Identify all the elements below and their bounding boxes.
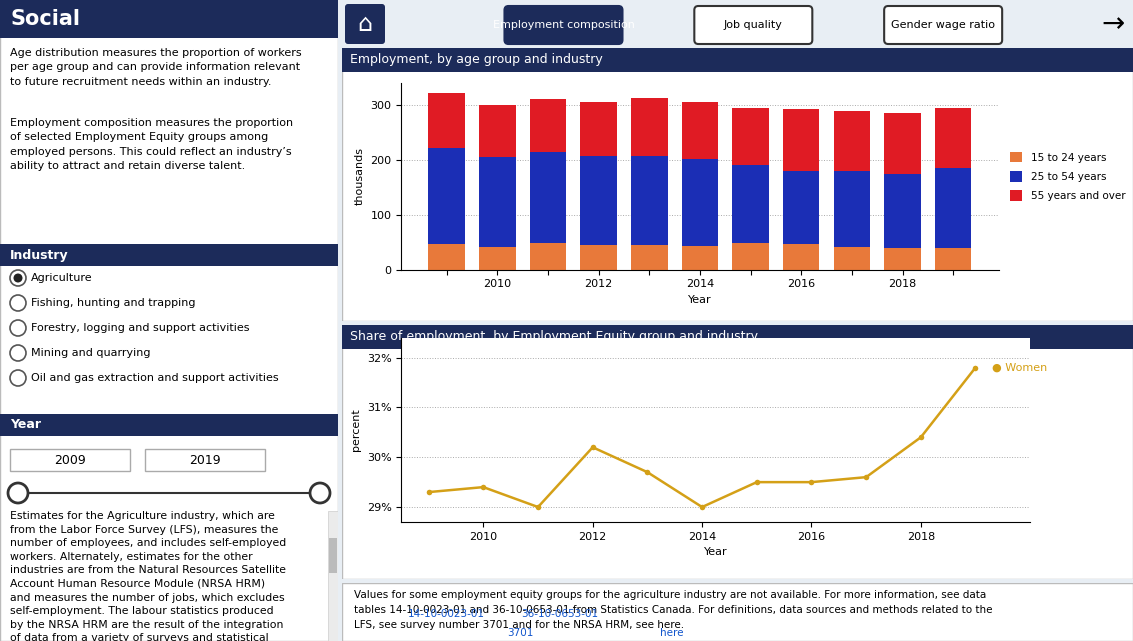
FancyBboxPatch shape [695, 6, 812, 44]
Text: Year: Year [10, 419, 41, 431]
Bar [580, 102, 616, 156]
Bar [732, 165, 769, 244]
Bar [834, 171, 870, 247]
Bar [479, 247, 516, 270]
Text: Values for some employment equity groups for the agriculture industry are not av: Values for some employment equity groups… [353, 590, 993, 629]
Bar [884, 113, 921, 174]
Bar [834, 112, 870, 171]
Text: Job quality: Job quality [724, 20, 783, 30]
Bar [631, 156, 667, 245]
Bar [935, 108, 971, 168]
Text: Share of employment, by Employment Equity group and industry: Share of employment, by Employment Equit… [350, 331, 758, 344]
Bar [479, 157, 516, 247]
Circle shape [10, 295, 26, 311]
Text: Industry: Industry [10, 249, 69, 262]
Bar [10, 449, 130, 471]
Text: Estimates for the Agriculture industry, which are
from the Labor Force Survey (L: Estimates for the Agriculture industry, … [10, 511, 287, 641]
Circle shape [10, 270, 26, 286]
Bar [428, 244, 465, 270]
Circle shape [10, 320, 26, 336]
Bar [935, 168, 971, 247]
Text: 14-10-0023-01: 14-10-0023-01 [408, 609, 485, 619]
Bar [428, 93, 465, 147]
Circle shape [10, 345, 26, 361]
Bar [682, 246, 718, 270]
Circle shape [10, 370, 26, 386]
Text: Forestry, logging and support activities: Forestry, logging and support activities [31, 323, 249, 333]
Text: Social: Social [10, 9, 80, 29]
Bar [530, 99, 566, 152]
Text: Gender wage ratio: Gender wage ratio [892, 20, 995, 30]
Bar [342, 48, 1133, 72]
Bar [732, 108, 769, 165]
Bar [884, 174, 921, 247]
Bar [479, 105, 516, 157]
Text: here: here [661, 628, 683, 638]
Text: 2009: 2009 [54, 453, 86, 467]
Text: 36-10-0653-01: 36-10-0653-01 [521, 609, 598, 619]
Bar [834, 247, 870, 270]
FancyBboxPatch shape [884, 6, 1003, 44]
Bar [631, 245, 667, 270]
Bar [0, 244, 338, 266]
Text: Oil and gas extraction and support activities: Oil and gas extraction and support activ… [31, 373, 279, 383]
Circle shape [14, 274, 23, 283]
Bar [935, 247, 971, 270]
Text: →: → [1101, 10, 1125, 38]
Bar [327, 511, 338, 641]
Bar [580, 245, 616, 270]
Text: Mining and quarrying: Mining and quarrying [31, 348, 151, 358]
Bar [145, 449, 265, 471]
Bar [783, 244, 819, 270]
Bar [530, 152, 566, 244]
Bar [682, 159, 718, 246]
Bar [732, 244, 769, 270]
Circle shape [8, 483, 28, 503]
Circle shape [310, 483, 330, 503]
Y-axis label: thousands: thousands [355, 147, 365, 205]
Text: Fishing, hunting and trapping: Fishing, hunting and trapping [31, 298, 196, 308]
Bar [631, 98, 667, 156]
Text: Employment composition: Employment composition [493, 20, 634, 30]
Bar [783, 109, 819, 171]
Text: Employment composition measures the proportion
of selected Employment Equity gro: Employment composition measures the prop… [10, 118, 293, 171]
Text: 3701: 3701 [508, 628, 534, 638]
Text: 2019: 2019 [189, 453, 221, 467]
Text: Age distribution measures the proportion of workers
per age group and can provid: Age distribution measures the proportion… [10, 48, 301, 87]
FancyBboxPatch shape [504, 6, 622, 44]
Bar [342, 325, 1133, 349]
Bar [329, 538, 337, 573]
Legend: 15 to 24 years, 25 to 54 years, 55 years and over: 15 to 24 years, 25 to 54 years, 55 years… [1010, 152, 1125, 201]
Bar [428, 147, 465, 244]
Text: ⌂: ⌂ [358, 12, 373, 36]
Text: Agriculture: Agriculture [31, 273, 93, 283]
Bar [580, 156, 616, 245]
Bar [682, 102, 718, 159]
FancyBboxPatch shape [346, 4, 385, 44]
Bar [0, 0, 338, 38]
Text: ● Women: ● Women [991, 363, 1047, 372]
Y-axis label: percent: percent [351, 408, 361, 451]
Bar [0, 414, 338, 436]
Bar [884, 247, 921, 270]
Bar [783, 171, 819, 244]
X-axis label: Year: Year [704, 547, 727, 557]
Text: Employment, by age group and industry: Employment, by age group and industry [350, 53, 603, 67]
X-axis label: Year: Year [688, 295, 712, 305]
Bar [530, 244, 566, 270]
